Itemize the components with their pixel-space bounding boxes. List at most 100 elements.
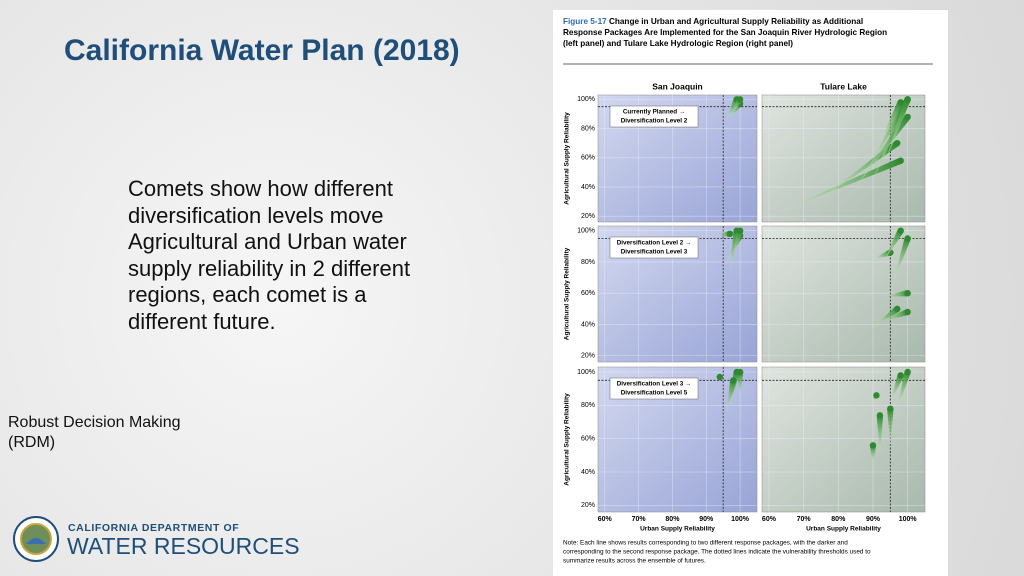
row-label: Diversification Level 3 [621,249,688,256]
y-tick-label: 80% [581,125,595,132]
comet-head [736,368,744,376]
y-tick-label: 60% [581,436,595,443]
comet [872,306,900,328]
comet [883,229,904,262]
comet-head [876,412,884,419]
slide-title: California Water Plan (2018) [64,34,460,67]
body-text: Comets show how different diversification… [128,176,410,335]
logo-line2: WATER RESOURCES [67,533,300,559]
body-line: regions, each comet is a [128,282,367,307]
y-axis-label: Agricultural Supply Reliability [564,247,571,340]
y-tick-label: 100% [577,369,595,376]
y-tick-label: 40% [581,469,595,476]
logo-line1: CALIFORNIA DEPARTMENT OF [68,522,239,534]
row-label-box [609,377,699,400]
comet-head [897,372,904,379]
row-label: Diversification Level 3 → [617,381,692,388]
y-tick-label: 60% [581,155,595,162]
row-label-box [609,236,699,259]
x-tick-label: 90% [699,516,714,523]
note-line: Note: Each line shows results correspond… [563,540,848,547]
comet [872,249,892,259]
comet-head [894,305,901,313]
y-axis-label: Agricultural Supply Reliability [564,393,571,486]
panel [761,366,926,513]
figure-title-line: Change in Urban and Agricultural Supply … [609,17,863,26]
comet [883,290,909,297]
x-tick-label: 90% [866,516,881,523]
comet-head [730,377,737,384]
row-label-box [609,105,699,128]
row-label: Currently Planned → [623,109,685,116]
x-axis-label: Urban Supply Reliability [640,526,715,533]
footnote: Robust Decision Making (RDM) [8,413,181,453]
x-tick-label: 60% [762,516,777,523]
row-label: Diversification Level 5 [621,390,688,397]
comet-head [716,373,723,381]
y-tick-label: 20% [581,213,595,220]
note-line: summarize results across the ensemble of… [563,558,706,565]
column-header: San Joaquin [652,81,703,91]
row-label: Diversification Level 2 [621,118,688,125]
y-tick-label: 80% [581,402,595,409]
comet-head [904,235,911,242]
comet-head [897,157,904,164]
comet [736,372,744,397]
comet [726,379,737,414]
comet-head [869,442,877,449]
comet [733,229,744,255]
y-tick-label: 60% [581,290,595,297]
y-tick-label: 20% [581,502,595,509]
logo: CALIFORNIA DEPARTMENT OF WATER RESOURCES [13,516,300,562]
comet-head [904,368,911,376]
comet-head [736,96,744,103]
comet-head [904,113,911,121]
footnote-line: Robust Decision Making [8,414,181,431]
row-label: Diversification Level 2 → [617,240,692,247]
body-line: Comets show how different [128,176,393,201]
y-axis-label: Agricultural Supply Reliability [564,112,571,205]
comet [890,374,904,402]
body-line: different future. [128,308,276,334]
x-tick-label: 80% [831,516,846,523]
x-tick-label: 100% [899,516,918,523]
body-line: supply reliability in 2 different [128,255,411,281]
y-tick-label: 100% [577,96,595,103]
figure-number: Figure 5-17 [563,17,607,26]
comet-head [897,99,904,106]
comet-head [726,230,734,238]
figure-title-line: (left panel) and Tulare Lake Hydrologic … [563,39,793,48]
comet-head [904,308,911,316]
x-tick-label: 70% [632,516,647,523]
y-tick-label: 80% [581,259,595,266]
comet [876,415,884,456]
y-tick-label: 40% [581,184,595,191]
comet-head [736,227,744,234]
seal-wave [26,538,46,544]
x-tick-label: 80% [665,516,680,523]
comet-head [897,227,904,234]
y-tick-label: 40% [581,321,595,328]
comet-head [887,405,894,412]
comet-head [873,392,880,399]
footnote-line: (RDM) [8,434,56,451]
x-axis-label: Urban Supply Reliability [806,526,881,533]
comet [716,230,731,237]
x-tick-label: 70% [797,516,812,523]
comet [887,408,894,447]
figure-title-line: Response Packages Are Implemented for th… [563,28,887,37]
comet [893,237,911,281]
body-line: Agricultural and Urban water [128,229,407,254]
column-header: Tulare Lake [820,81,867,91]
comet-head [904,290,911,297]
comet [729,371,740,406]
comet-head [894,139,901,147]
y-tick-label: 20% [581,353,595,360]
body-line: diversification levels move [128,202,384,228]
x-tick-label: 60% [598,516,613,523]
figure: Figure 5-17 Change in Urban and Agricult… [553,10,948,576]
comet [886,98,911,158]
comet [879,308,909,322]
comet [879,100,904,144]
